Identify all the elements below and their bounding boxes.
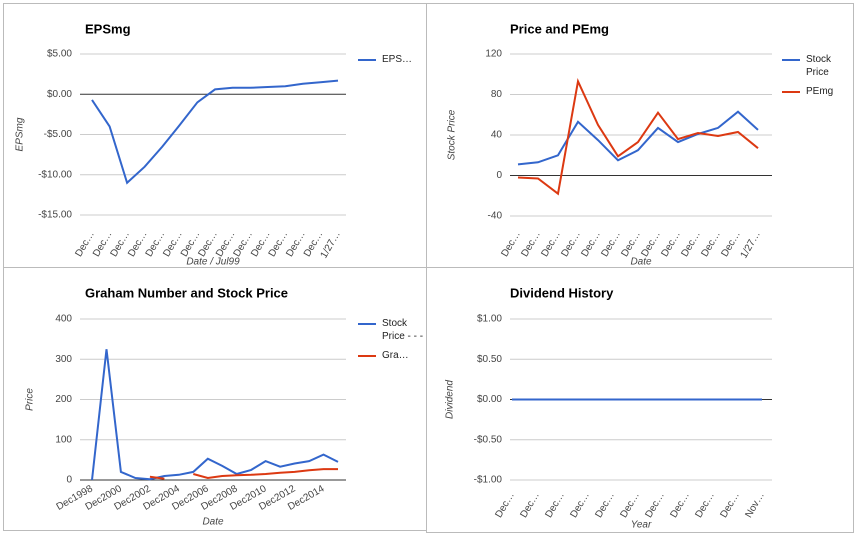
y-tick-label: $0.50	[477, 354, 502, 365]
legend-label: Stock Price - - -	[382, 318, 424, 342]
y-tick-label: 0	[66, 475, 72, 486]
chart-title: Graham Number and Stock Price	[85, 285, 288, 300]
x-axis-label: Date	[202, 517, 224, 528]
x-tick-label: Dec…	[718, 490, 741, 520]
y-tick-label: 100	[55, 434, 72, 445]
y-tick-label: $0.00	[47, 89, 72, 100]
legend-item: Stock Price - - -	[358, 317, 430, 343]
x-tick-label: Dec…	[518, 490, 541, 520]
legend-label: Stock Price	[806, 54, 832, 78]
y-tick-label: 0	[496, 170, 502, 181]
series-line	[517, 77, 759, 196]
series-line	[149, 468, 338, 480]
y-tick-label: -$10.00	[38, 169, 72, 180]
y-axis-label: EPSmg	[15, 117, 26, 151]
legend: EPS…	[358, 53, 430, 66]
legend: Stock Price PEmg	[782, 53, 854, 98]
y-axis-label: Dividend	[445, 380, 456, 419]
y-tick-label: -40	[488, 211, 503, 222]
series-line	[517, 110, 759, 166]
x-tick-label: Dec…	[493, 490, 516, 520]
legend-item: Gra…	[358, 349, 430, 362]
y-tick-label: 80	[491, 89, 503, 100]
series-line	[91, 79, 339, 185]
y-tick-label: $5.00	[47, 49, 72, 60]
x-tick-label: Dec…	[693, 490, 716, 520]
y-tick-label: 120	[485, 49, 502, 60]
y-tick-label: 400	[55, 314, 72, 325]
legend-item: PEmg	[782, 85, 854, 98]
y-tick-label: $0.00	[477, 394, 502, 405]
legend-swatch	[358, 355, 376, 357]
y-tick-label: -$5.00	[44, 129, 73, 140]
x-tick-label: Nov…	[743, 490, 766, 520]
chart-title: Price and PEmg	[510, 21, 609, 36]
x-tick-label: Dec…	[618, 490, 641, 520]
x-tick-label: Dec…	[543, 490, 566, 520]
legend-swatch	[358, 323, 376, 325]
y-axis-label: Stock Price	[447, 109, 458, 160]
legend-item: EPS…	[358, 53, 430, 66]
y-tick-label: -$0.50	[474, 434, 503, 445]
y-tick-label: 200	[55, 394, 72, 405]
y-tick-label: $1.00	[477, 314, 502, 325]
chart-title: EPSmg	[85, 21, 131, 36]
x-tick-label: Dec…	[568, 490, 591, 520]
legend-label: PEmg	[806, 86, 834, 97]
y-tick-label: -$15.00	[38, 210, 72, 221]
legend-label: Gra…	[382, 350, 409, 361]
x-axis-label: Date	[630, 257, 652, 268]
y-tick-label: 300	[55, 354, 72, 365]
legend-swatch	[782, 91, 800, 93]
series-line	[91, 349, 339, 481]
x-tick-label: Dec…	[593, 490, 616, 520]
legend: Stock Price - - - Gra…	[358, 317, 430, 362]
y-tick-label: 40	[491, 130, 503, 141]
legend-swatch	[358, 59, 376, 61]
panel	[426, 267, 854, 533]
x-axis-label: Date / Jul99	[186, 257, 240, 268]
x-tick-label: Dec…	[668, 490, 691, 520]
legend-swatch	[782, 59, 800, 61]
y-axis-label: Price	[25, 388, 36, 411]
y-tick-label: -$1.00	[474, 475, 503, 486]
chart-title: Dividend History	[510, 285, 614, 300]
legend-label: EPS…	[382, 54, 413, 65]
x-tick-label: 1/27…	[739, 229, 763, 260]
legend-item: Stock Price	[782, 53, 854, 79]
x-tick-label: Dec…	[643, 490, 666, 520]
x-axis-label: Year	[631, 520, 652, 531]
